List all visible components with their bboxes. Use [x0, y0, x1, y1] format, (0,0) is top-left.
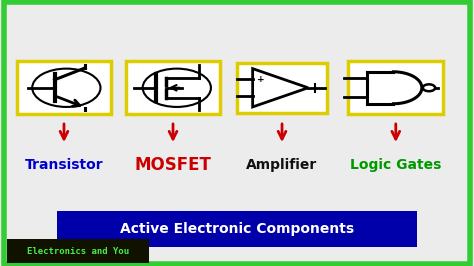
FancyBboxPatch shape — [57, 211, 417, 247]
FancyBboxPatch shape — [237, 63, 327, 113]
FancyBboxPatch shape — [7, 239, 149, 263]
FancyBboxPatch shape — [348, 61, 443, 114]
FancyBboxPatch shape — [126, 61, 220, 114]
Text: Active Electronic Components: Active Electronic Components — [120, 222, 354, 236]
Text: MOSFET: MOSFET — [135, 156, 211, 174]
Text: Amplifier: Amplifier — [246, 158, 318, 172]
Text: Electronics and You: Electronics and You — [27, 247, 129, 256]
Text: +: + — [257, 75, 265, 84]
Text: Logic Gates: Logic Gates — [350, 158, 441, 172]
Text: Transistor: Transistor — [25, 158, 103, 172]
FancyBboxPatch shape — [17, 61, 111, 114]
